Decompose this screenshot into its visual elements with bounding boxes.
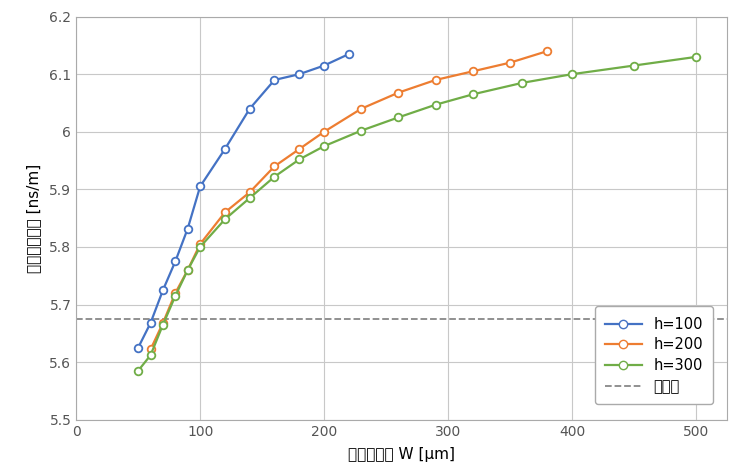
h=300 xyxy=(320,143,328,149)
X-axis label: パターン幅 W [μm]: パターン幅 W [μm] xyxy=(348,447,455,462)
h=100 xyxy=(245,106,254,112)
h=300 xyxy=(134,368,142,374)
Line: h=200: h=200 xyxy=(147,47,551,353)
h=300 xyxy=(469,91,477,97)
Line: h=100: h=100 xyxy=(134,50,353,351)
h=200 xyxy=(270,164,279,169)
h=200 xyxy=(183,267,192,273)
h=200 xyxy=(506,60,514,66)
h=100 xyxy=(345,51,354,57)
h=200 xyxy=(159,320,168,326)
h=200 xyxy=(357,106,366,112)
h=300 xyxy=(159,322,168,327)
h=200 xyxy=(542,48,551,54)
h=200 xyxy=(146,347,155,352)
h=300 xyxy=(630,63,638,69)
h=300 xyxy=(221,217,230,222)
h=200 xyxy=(221,210,230,215)
h=100 xyxy=(320,63,328,69)
h=300 xyxy=(245,195,254,201)
h=300 xyxy=(270,174,279,180)
h=100 xyxy=(183,226,192,231)
h=100 xyxy=(196,184,204,189)
h=200 xyxy=(320,129,328,135)
h=200 xyxy=(245,189,254,195)
h=100 xyxy=(159,287,168,293)
h=100 xyxy=(171,259,180,264)
h=200 xyxy=(469,69,477,74)
Legend: h=100, h=200, h=300, 近似式: h=100, h=200, h=300, 近似式 xyxy=(595,307,713,404)
h=300 xyxy=(518,80,527,86)
h=300 xyxy=(171,293,180,299)
h=300 xyxy=(568,71,576,77)
h=300 xyxy=(394,114,403,120)
h=200 xyxy=(431,77,440,83)
h=100 xyxy=(295,71,304,77)
h=100 xyxy=(270,77,279,83)
h=100 xyxy=(146,320,155,326)
h=300 xyxy=(692,54,700,60)
h=100 xyxy=(134,345,142,350)
h=200 xyxy=(394,90,403,96)
h=300 xyxy=(196,244,204,250)
Line: h=300: h=300 xyxy=(134,53,700,375)
h=300 xyxy=(431,102,440,107)
h=300 xyxy=(357,128,366,133)
h=200 xyxy=(171,290,180,296)
h=200 xyxy=(196,241,204,247)
h=300 xyxy=(146,352,155,358)
h=300 xyxy=(295,157,304,162)
h=300 xyxy=(183,267,192,273)
h=200 xyxy=(295,146,304,152)
h=100 xyxy=(221,146,230,152)
Y-axis label: 伝携遅延時間 [ns/m]: 伝携遅延時間 [ns/m] xyxy=(26,164,41,273)
